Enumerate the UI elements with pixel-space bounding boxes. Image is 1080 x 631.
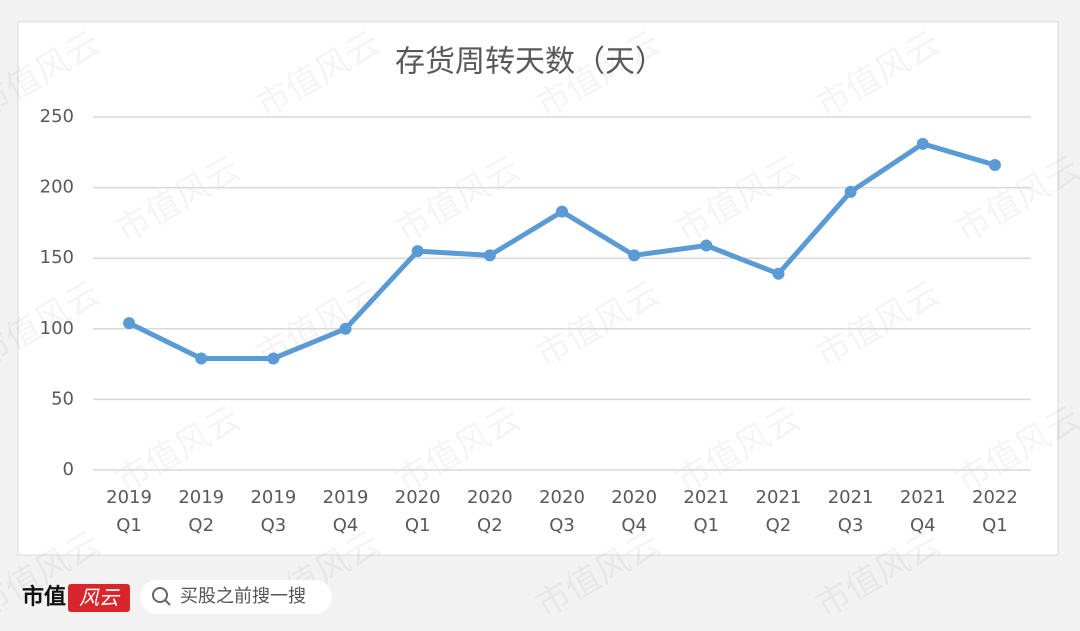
x-tick-label: 2020 [467,487,513,508]
x-tick-label: 2021 [683,487,729,508]
point [339,322,352,335]
x-tick-label: 2021 [828,487,874,508]
x-tick-label: Q1 [693,515,719,536]
plot: 0 50 100 150 200 250 2019 Q1 2019 Q2 2019 Q3 2019 Q4 2… [40,106,1031,536]
point [195,352,208,365]
x-tick-label: 2020 [395,487,441,508]
logo: 风云 [79,586,121,610]
x-tick-label: 2021 [900,487,946,508]
y-tick-label: 150 [40,247,74,268]
point [411,245,424,258]
x-tick-label: Q2 [188,515,214,536]
x-tick-label: Q2 [477,515,503,536]
point [628,249,641,262]
point [988,159,1001,172]
search-text[interactable]: 买股之前搜一搜 [180,586,306,607]
brand: 市值 [22,584,66,610]
x-tick-label: 2021 [756,487,802,508]
x-tick-label: Q1 [982,515,1008,536]
point [916,137,929,150]
search-icon [152,587,168,603]
point [772,267,785,280]
x-tick-label: Q4 [621,515,647,536]
x-tick-label: 2022 [972,487,1018,508]
x-tick-label: 2019 [250,487,296,508]
point [700,239,713,252]
x-tick-label: 2020 [539,487,585,508]
x-tick-label: 2019 [106,487,152,508]
x-tick-label: Q4 [910,515,936,536]
chart-title: 存货周转天数（天） [395,45,665,80]
point [267,352,280,365]
x-tick-label: 2019 [323,487,369,508]
y-tick-label: 100 [40,318,74,339]
point [556,205,568,218]
search-box[interactable] [140,580,332,614]
x-tick-label: Q3 [549,515,575,536]
search-icon-handle [164,599,171,606]
y-tick-label: 250 [40,106,74,127]
x-tick-label: Q1 [116,515,142,536]
x-tick-label: Q3 [261,515,287,536]
point [844,185,857,198]
y-tick-label: 200 [40,177,74,198]
x-tick-label: Q4 [333,515,359,536]
x-tick-label: Q2 [766,515,792,536]
x-tick-label: Q1 [405,515,431,536]
x-tick-label: Q3 [838,515,864,536]
point [483,249,496,262]
x-tick-label: 2020 [611,487,657,508]
logo-box [68,584,130,612]
y-tick-label: 0 [63,459,74,480]
chart-panel [17,21,1059,556]
point [123,317,136,330]
x-tick-label: 2019 [178,487,224,508]
y-tick-label: 50 [51,388,74,409]
